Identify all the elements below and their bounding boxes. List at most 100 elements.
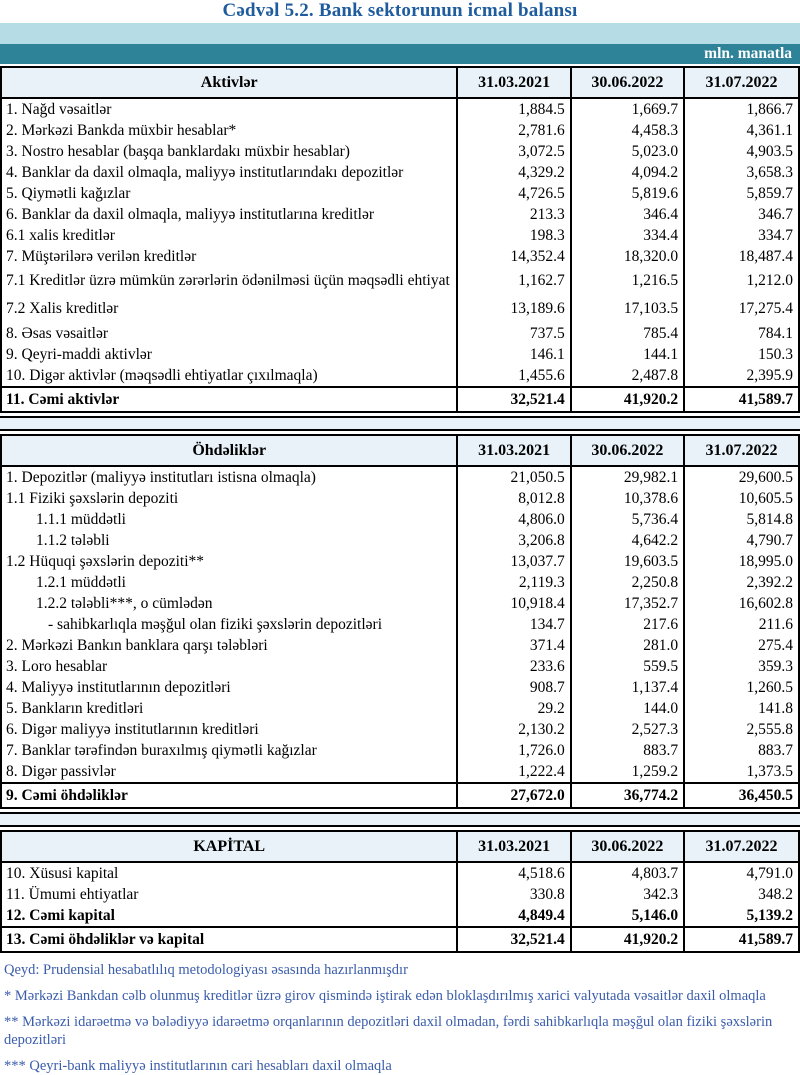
table-row: 13. Cəmi öhdəliklər və kapital 32,521.4 41… [1, 926, 799, 952]
section-header-label: Aktivlər [1, 67, 458, 99]
row-label: 8. Digər passivlər [6, 762, 116, 780]
row-label: 10. Xüsusi kapital [6, 864, 119, 882]
row-value: 559.5 [569, 656, 685, 677]
table-row: 4. Maliyyə institutlarının depozitləri 90… [1, 677, 799, 698]
row-value: 14,352.4 [456, 246, 571, 267]
table-row: 8. Digər passivlər 1,222.4 1,259.2 1,373.5 [1, 761, 799, 783]
row-value: 144.1 [569, 344, 685, 365]
row-label: - sahibkarlıqla məşğul olan fiziki şəxsl… [48, 615, 383, 633]
row-value: 146.1 [456, 344, 571, 365]
row-value: 2,250.8 [569, 572, 685, 593]
decorative-band-light [0, 23, 800, 44]
row-label: 9. Cəmi öhdəliklər [1, 782, 458, 808]
row-value: 2,487.8 [569, 365, 685, 387]
row-value: 784.1 [683, 323, 799, 344]
row-value: 36,774.2 [569, 782, 685, 808]
table-row: 11. Cəmi aktivlər 32,521.4 41,920.2 41,589.… [1, 386, 799, 412]
balance-table-1: Öhdəliklər 31.03.2021 30.06.2022 31.07.2022… [0, 434, 800, 809]
table-row: 10. Xüsusi kapital 4,518.6 4,803.7 4,791.0 [1, 862, 799, 884]
row-label: 1.1.1 müddətli [36, 510, 126, 528]
section-header-row: KAPİTAL 31.03.2021 30.06.2022 31.07.2022 [1, 831, 799, 863]
table-row: 9. Qeyri-maddi aktivlər 146.1 144.1 150.3 [1, 344, 799, 365]
row-value: 150.3 [683, 344, 799, 365]
row-value: 346.7 [683, 204, 799, 225]
row-value: 41,589.7 [683, 926, 799, 952]
row-value: 1,222.4 [456, 761, 571, 783]
row-value: 334.7 [683, 225, 799, 246]
table-row: 1.2 Hüquqi şəxslərin depoziti** 13,037.7 1… [1, 551, 799, 572]
row-value: 2,119.3 [456, 572, 571, 593]
row-value: 359.3 [683, 656, 799, 677]
table-row: 9. Cəmi öhdəliklər 27,672.0 36,774.2 36,450… [1, 782, 799, 808]
row-value: 737.5 [456, 323, 571, 344]
row-value: 4,642.2 [569, 530, 685, 551]
row-value: 41,589.7 [683, 386, 799, 412]
section-separator [0, 812, 800, 827]
row-value: 3,206.8 [456, 530, 571, 551]
row-label: 1. Depozitlər (maliyyə institutları isti… [6, 468, 316, 486]
row-value: 4,458.3 [569, 120, 685, 141]
table-row: 11. Ümumi ehtiyatlar 330.8 342.3 348.2 [1, 884, 799, 905]
row-value: 4,518.6 [456, 862, 571, 884]
table-row: 1.2.2 tələbli***, o cümlədən 10,918.4 17,3… [1, 593, 799, 614]
column-header: 31.03.2021 [456, 831, 571, 863]
row-value: 217.6 [569, 614, 685, 635]
row-value: 134.7 [456, 614, 571, 635]
row-value: 211.6 [683, 614, 799, 635]
table-row: 5. Qiymətli kağızlar 4,726.5 5,819.6 5,859.… [1, 183, 799, 204]
row-value: 4,903.5 [683, 141, 799, 162]
row-value: 19,603.5 [569, 551, 685, 572]
row-label: 3. Loro hesablar [6, 657, 108, 675]
column-header: 31.07.2022 [683, 831, 799, 863]
row-value: 1,373.5 [683, 761, 799, 783]
row-value: 3,072.5 [456, 141, 571, 162]
row-value: 29,982.1 [569, 466, 685, 488]
balance-table-0: Aktivlər 31.03.2021 30.06.2022 31.07.2022 1.… [0, 66, 800, 413]
row-value: 17,275.4 [683, 295, 799, 323]
row-value: 4,329.2 [456, 162, 571, 183]
row-label: 5. Bankların kreditləri [6, 699, 144, 717]
row-value: 1,162.7 [456, 267, 571, 295]
row-label: 1.1 Fiziki şəxslərin depoziti [6, 489, 179, 507]
row-value: 883.7 [683, 740, 799, 761]
row-value: 16,602.8 [683, 593, 799, 614]
row-label: 6.1 xalis kreditlər [6, 226, 115, 244]
row-label: 4. Maliyyə institutlarının depozitləri [6, 678, 231, 696]
row-label: 5. Qiymətli kağızlar [6, 184, 131, 202]
row-label: 11. Ümumi ehtiyatlar [6, 885, 139, 903]
row-value: 275.4 [683, 635, 799, 656]
column-header: 31.03.2021 [456, 67, 571, 99]
row-value: 883.7 [569, 740, 685, 761]
row-value: 41,920.2 [569, 386, 685, 412]
row-value: 21,050.5 [456, 466, 571, 488]
table-row: 12. Cəmi kapital 4,849.4 5,146.0 5,139.2 [1, 905, 799, 927]
balance-table-2: KAPİTAL 31.03.2021 30.06.2022 31.07.2022 10.… [0, 830, 800, 953]
row-label: 11. Cəmi aktivlər [1, 386, 458, 412]
table-row: 3. Loro hesablar 233.6 559.5 359.3 [1, 656, 799, 677]
table-row: 6. Digər maliyyə institutlarının kreditl… [1, 719, 799, 740]
row-value: 41,920.2 [569, 926, 685, 952]
row-value: 4,791.0 [683, 862, 799, 884]
footnote: *** Qeyri-bank maliyyə institutlarının c… [4, 1058, 392, 1074]
row-label: 1.2.2 tələbli***, o cümlədən [36, 594, 213, 612]
row-value: 2,392.2 [683, 572, 799, 593]
row-value: 144.0 [569, 698, 685, 719]
column-header: 31.03.2021 [456, 435, 571, 467]
table-row: 7.1 Kreditlər üzrə mümkün zərərlərin ödə… [1, 267, 799, 295]
section-header-label: Öhdəliklər [1, 435, 458, 467]
row-label: 7.1 Kreditlər üzrə mümkün zərərlərin ödə… [6, 272, 450, 289]
row-value: 4,361.1 [683, 120, 799, 141]
row-value: 17,103.5 [569, 295, 685, 323]
unit-label: mln. manatla [704, 45, 792, 62]
column-header: 30.06.2022 [569, 831, 685, 863]
table-row: 7. Müştərilərə verilən kreditlər 14,352.4… [1, 246, 799, 267]
row-value: 1,260.5 [683, 677, 799, 698]
row-label: 1.2.1 müddətli [36, 573, 126, 591]
row-label: 7. Banklar tərəfindən buraxılmış qiymətl… [6, 741, 317, 759]
row-value: 5,859.7 [683, 183, 799, 204]
row-value: 346.4 [569, 204, 685, 225]
row-value: 8,012.8 [456, 488, 571, 509]
row-value: 5,139.2 [683, 905, 799, 927]
row-value: 5,023.0 [569, 141, 685, 162]
table-row: 6.1 xalis kreditlər 198.3 334.4 334.7 [1, 225, 799, 246]
